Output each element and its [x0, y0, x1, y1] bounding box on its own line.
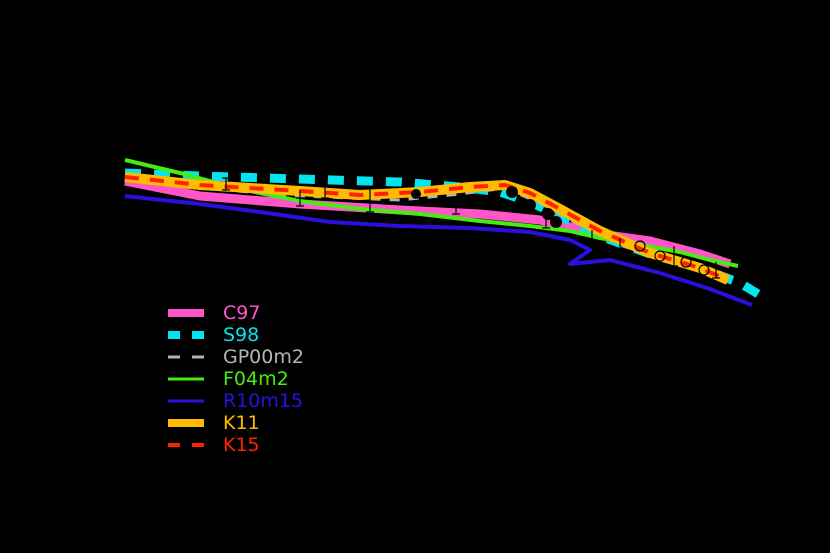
legend-swatch-k15	[168, 443, 204, 447]
series-c97	[124, 176, 732, 269]
legend-item-c97: C97	[168, 302, 260, 324]
legend-label: S98	[223, 324, 260, 346]
legend: C97 S98 GP00m2 F04m2 R10m15 K11 K15	[168, 302, 304, 456]
legend-label: GP00m2	[223, 346, 304, 368]
legend-item-s98: S98	[168, 324, 259, 346]
legend-label: K15	[223, 434, 260, 456]
legend-swatch-c97	[168, 309, 204, 317]
legend-swatch-s98	[168, 331, 204, 339]
legend-swatch-r10m15	[168, 399, 204, 403]
legend-swatch-f04m2	[168, 377, 204, 381]
legend-label: R10m15	[223, 390, 304, 412]
legend-swatch-gp00m2	[168, 355, 204, 359]
marker-layer	[222, 177, 720, 279]
legend-item-r10m15: R10m15	[168, 390, 303, 412]
legend-item-f04m2: F04m2	[168, 368, 289, 390]
series-r10m15	[124, 194, 753, 307]
legend-item-k11: K11	[168, 412, 260, 434]
legend-item-k15: K15	[168, 434, 260, 456]
legend-label: F04m2	[223, 368, 289, 390]
legend-label: K11	[223, 412, 260, 434]
legend-label: C97	[223, 302, 261, 324]
series-layer	[124, 158, 771, 307]
legend-item-gp00m2: GP00m2	[168, 346, 304, 368]
legend-swatch-k11	[168, 419, 204, 427]
